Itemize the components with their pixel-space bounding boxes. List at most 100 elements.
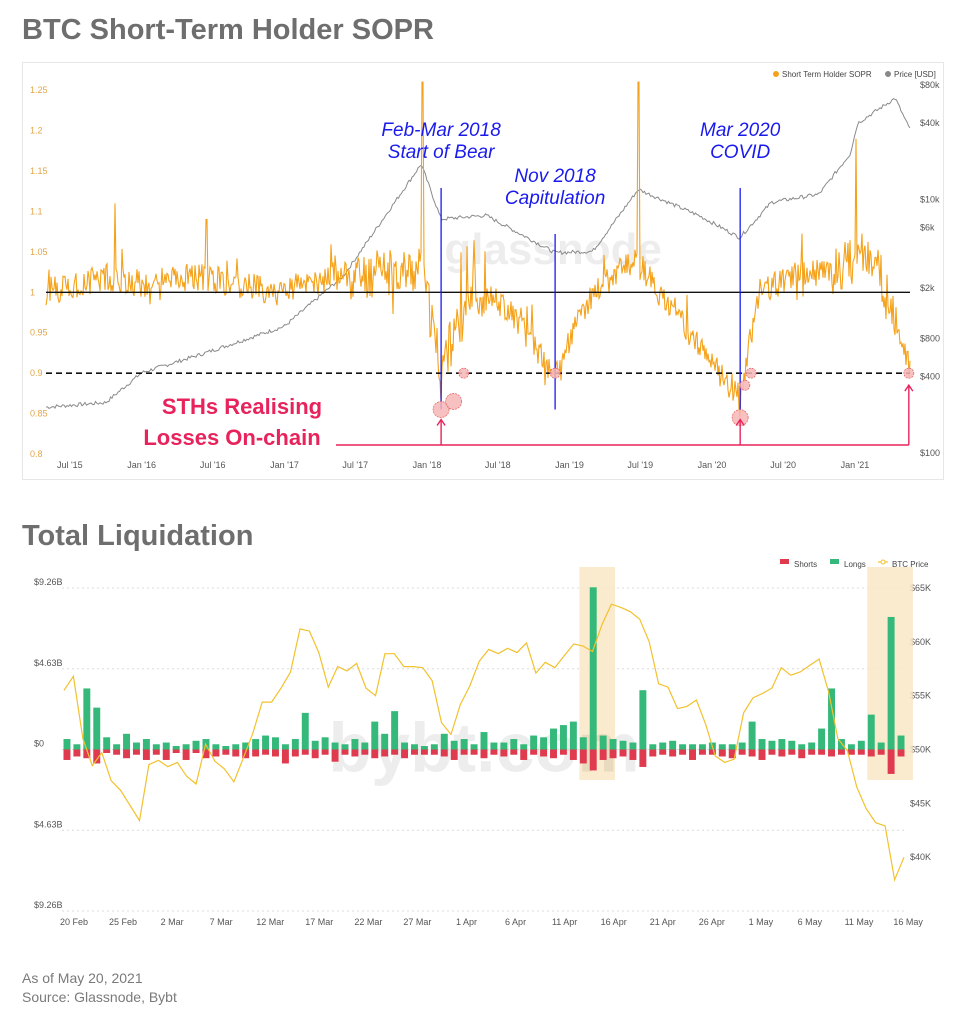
long-bar-4 xyxy=(93,707,101,750)
long-bar-85 xyxy=(897,735,905,750)
short-bar-47 xyxy=(520,749,528,760)
long-bar-35 xyxy=(401,742,409,750)
price-y-tick-10k: $10k xyxy=(920,194,940,204)
short-bar-35 xyxy=(401,749,409,759)
long-bar-58 xyxy=(629,742,637,750)
short-bar-6 xyxy=(113,749,121,755)
short-bar-81 xyxy=(857,749,865,755)
short-bar-43 xyxy=(480,749,488,759)
callout-line2: Losses On-chain xyxy=(143,425,320,450)
callout-arrowhead-3 xyxy=(904,383,914,392)
liq-y-tick-4: $9.26B xyxy=(34,900,63,910)
short-bar-19 xyxy=(242,749,250,759)
long-bar-7 xyxy=(123,733,131,750)
long-bar-79 xyxy=(837,739,845,750)
long-bar-44 xyxy=(490,742,498,750)
short-bar-38 xyxy=(430,749,438,755)
legend-price-marker xyxy=(885,71,891,77)
short-bar-51 xyxy=(559,749,567,755)
short-bar-42 xyxy=(470,749,478,755)
liq-x-tick-16-may: 16 May xyxy=(893,917,923,927)
callout-line1: STHs Realising xyxy=(162,394,322,419)
price-line xyxy=(45,98,911,409)
short-bar-75 xyxy=(798,749,806,759)
short-bar-84 xyxy=(887,749,895,774)
long-bar-18 xyxy=(232,744,240,750)
long-bar-67 xyxy=(718,744,726,750)
price-y-tick-2k: $2k xyxy=(920,283,935,293)
sopr-y-tick-0-85: 0.85 xyxy=(30,409,48,419)
short-bar-68 xyxy=(728,749,736,759)
short-bar-1 xyxy=(63,749,71,760)
long-bar-28 xyxy=(331,742,339,750)
long-bar-13 xyxy=(182,744,190,750)
short-bar-66 xyxy=(708,749,716,755)
short-bar-12 xyxy=(172,749,180,753)
long-bar-42 xyxy=(470,744,478,750)
long-bar-36 xyxy=(411,744,418,750)
long-bar-75 xyxy=(798,744,806,750)
loss-marker-4 xyxy=(549,367,561,379)
long-bar-69 xyxy=(738,742,746,750)
long-bar-47 xyxy=(520,744,528,750)
liq-x-tick-1-apr: 1 Apr xyxy=(456,917,477,927)
long-bar-83 xyxy=(877,742,885,750)
long-bar-63 xyxy=(679,744,687,750)
short-bar-69 xyxy=(738,749,746,755)
price-y-tick-80k: $80k xyxy=(920,80,940,90)
short-bar-31 xyxy=(361,749,369,755)
short-bar-24 xyxy=(291,749,299,757)
short-bar-44 xyxy=(490,749,498,755)
long-bar-27 xyxy=(321,737,329,750)
sopr-x-tick-jan-16: Jan '16 xyxy=(127,460,156,470)
annotation-2-line1: Nov 2018 xyxy=(514,166,596,187)
sopr-y-tick-1-25: 1.25 xyxy=(30,85,48,95)
sopr-y-tick-1-05: 1.05 xyxy=(30,247,48,257)
short-bar-8 xyxy=(132,749,140,755)
long-bar-59 xyxy=(639,690,647,750)
legend-longs-label: Longs xyxy=(844,560,866,569)
liq-x-tick-11-apr: 11 Apr xyxy=(552,917,577,927)
short-bar-80 xyxy=(847,749,855,755)
sopr-x-tick-jan-17: Jan '17 xyxy=(270,460,299,470)
liq-x-tick-27-mar: 27 Mar xyxy=(403,917,431,927)
sopr-y-tick-0-8: 0.8 xyxy=(30,449,43,459)
sopr-x-tick-jan-20: Jan '20 xyxy=(698,460,727,470)
long-bar-39 xyxy=(440,733,448,750)
short-bar-3 xyxy=(83,749,91,759)
long-bar-60 xyxy=(649,744,657,750)
liq-x-tick-7-mar: 7 Mar xyxy=(210,917,233,927)
sopr-y-tick-1-15: 1.15 xyxy=(30,166,48,176)
short-bar-4 xyxy=(93,749,101,764)
liq-x-tick-22-mar: 22 Mar xyxy=(354,917,382,927)
sopr-y-tick-0-9: 0.9 xyxy=(30,368,43,378)
sopr-y-tick-1: 1 xyxy=(30,287,35,297)
sopr-x-tick-jan-18: Jan '18 xyxy=(413,460,442,470)
sopr-x-tick-jul-15: Jul '15 xyxy=(57,460,83,470)
sopr-x-tick-jul-19: Jul '19 xyxy=(627,460,653,470)
long-bar-5 xyxy=(103,737,111,750)
sopr-frame xyxy=(22,62,944,480)
long-bar-16 xyxy=(212,744,220,750)
long-bar-71 xyxy=(758,739,766,750)
annotation-1-line1: Feb-Mar 2018 xyxy=(381,120,501,141)
short-bar-41 xyxy=(460,749,468,755)
liq-x-tick-6-may: 6 May xyxy=(798,917,823,927)
liq-y-tick-3: $4.63B xyxy=(34,819,63,829)
short-bar-50 xyxy=(550,749,557,759)
liq-y-tick-0: $9.26B xyxy=(34,577,63,587)
long-bar-51 xyxy=(559,725,567,750)
short-bar-85 xyxy=(897,749,905,757)
short-bar-79 xyxy=(837,749,845,755)
callout-arrowhead-2 xyxy=(735,418,745,426)
liq-price-tick-45k: $45K xyxy=(910,798,931,808)
liq-y-tick-1: $4.63B xyxy=(34,658,63,668)
short-bar-82 xyxy=(867,749,875,757)
short-bar-23 xyxy=(281,749,289,764)
liq-price-tick-65k: $65K xyxy=(910,583,931,593)
long-bar-45 xyxy=(500,742,508,750)
liq-x-tick-25-feb: 25 Feb xyxy=(109,917,137,927)
sopr-y-tick-1-1: 1.1 xyxy=(30,206,43,216)
price-y-tick-100: $100 xyxy=(920,448,940,458)
loss-marker-7 xyxy=(745,367,757,379)
